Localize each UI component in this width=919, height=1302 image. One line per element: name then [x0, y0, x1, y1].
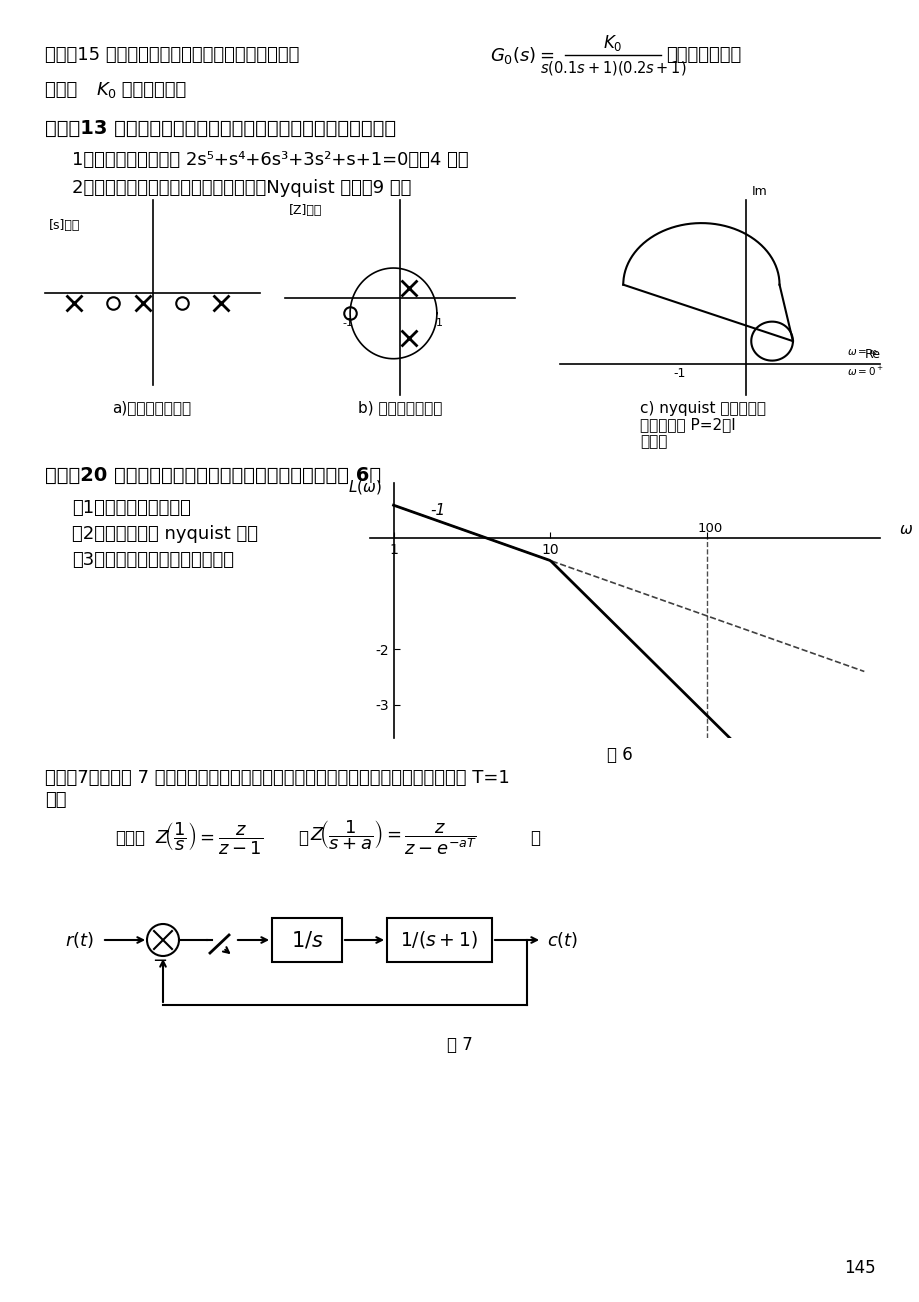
Text: $L(\omega)$: $L(\omega)$ — [348, 478, 381, 496]
Text: Re: Re — [864, 348, 880, 361]
Text: ，: ， — [298, 829, 308, 848]
Text: $s(0.1s+1)(0.2s+1)$: $s(0.1s+1)(0.2s+1)$ — [539, 59, 686, 77]
Text: （2）绘出近似的 nyquist 图；: （2）绘出近似的 nyquist 图； — [72, 525, 257, 543]
Text: 五、（13 分）判断系统是否稳定，如不稳定，指出不稳定根个数: 五、（13 分）判断系统是否稳定，如不稳定，指出不稳定根个数 — [45, 118, 396, 138]
Text: -1: -1 — [429, 503, 445, 518]
Text: 图，求: 图，求 — [45, 81, 83, 99]
Text: 四、（15 分）设一单位反馈系统其开环传递函数为: 四、（15 分）设一单位反馈系统其开环传递函数为 — [45, 46, 299, 64]
Text: $Z\!\left(\dfrac{1}{s}\right)=\dfrac{z}{z-1}$: $Z\!\left(\dfrac{1}{s}\right)=\dfrac{z}{… — [154, 820, 263, 855]
Text: ）: ） — [529, 829, 539, 848]
Text: $G_0(s)=$: $G_0(s)=$ — [490, 44, 554, 65]
Text: $Z\!\left(\dfrac{1}{s+a}\right)=\dfrac{z}{z-e^{-aT}}$: $Z\!\left(\dfrac{1}{s+a}\right)=\dfrac{z… — [310, 819, 477, 858]
Text: （注：: （注： — [115, 829, 145, 848]
Text: b) 闭环零极点分布: b) 闭环零极点分布 — [357, 401, 442, 415]
Text: 1: 1 — [435, 318, 442, 328]
Text: 的稳定范围。: 的稳定范围。 — [116, 81, 186, 99]
Text: 145: 145 — [844, 1259, 875, 1277]
Text: 六、（20 分）已知最小相位系统开环对数幅频特性如图 6：: 六、（20 分）已知最小相位系统开环对数幅频特性如图 6： — [45, 466, 380, 484]
Text: ，画出其根轨迹: ，画出其根轨迹 — [665, 46, 741, 64]
Text: 型系统: 型系统 — [640, 435, 666, 449]
Text: $c(t)$: $c(t)$ — [547, 930, 578, 950]
Text: −: − — [153, 952, 167, 970]
Text: -1: -1 — [342, 318, 353, 328]
Text: 2、图示分别为负反馈系统的零极点图、Nyquist 图。（9 分）: 2、图示分别为负反馈系统的零极点图、Nyquist 图。（9 分） — [72, 178, 411, 197]
Text: -1: -1 — [672, 367, 685, 380]
Text: $K_0$: $K_0$ — [96, 79, 117, 100]
Text: [s]平面: [s]平面 — [49, 219, 80, 232]
Text: $\omega$: $\omega$ — [898, 522, 912, 536]
Text: $1/(s+1)$: $1/(s+1)$ — [400, 930, 478, 950]
Text: 七、（7分）求图 7 所示采样系统的开环脉冲函数和闭环脉冲传递函数，其中采样周期 T=1: 七、（7分）求图 7 所示采样系统的开环脉冲函数和闭环脉冲传递函数，其中采样周期… — [45, 769, 509, 786]
Text: a)开环零极点分布: a)开环零极点分布 — [112, 401, 191, 415]
Text: $1/s$: $1/s$ — [290, 930, 323, 950]
Text: 1、已知系统特征方程 2s⁵+s⁴+6s³+3s²+s+1=0。（4 分）: 1、已知系统特征方程 2s⁵+s⁴+6s³+3s²+s+1=0。（4 分） — [72, 151, 468, 169]
Text: 100: 100 — [698, 522, 722, 535]
FancyBboxPatch shape — [272, 918, 342, 962]
Text: 图 6: 图 6 — [607, 746, 632, 764]
Text: （3）求其相位裕量及增益裕量。: （3）求其相位裕量及增益裕量。 — [72, 551, 233, 569]
Text: （1）写出其传递函数；: （1）写出其传递函数； — [72, 499, 190, 517]
Text: [Z]平面: [Z]平面 — [289, 203, 323, 216]
Text: $\omega{=}0^+$: $\omega{=}0^+$ — [845, 365, 882, 378]
Text: $r(t)$: $r(t)$ — [65, 930, 94, 950]
Text: $\omega{=}\infty$: $\omega{=}\infty$ — [845, 346, 877, 357]
Text: 图 7: 图 7 — [447, 1036, 472, 1055]
Text: 开环极点数 P=2，I: 开环极点数 P=2，I — [640, 418, 735, 432]
Text: $K_0$: $K_0$ — [603, 33, 622, 53]
Text: c) nyquist 图，不稳定: c) nyquist 图，不稳定 — [640, 401, 766, 415]
Text: 秒。: 秒。 — [45, 792, 66, 809]
Text: Im: Im — [751, 185, 767, 198]
FancyBboxPatch shape — [387, 918, 492, 962]
